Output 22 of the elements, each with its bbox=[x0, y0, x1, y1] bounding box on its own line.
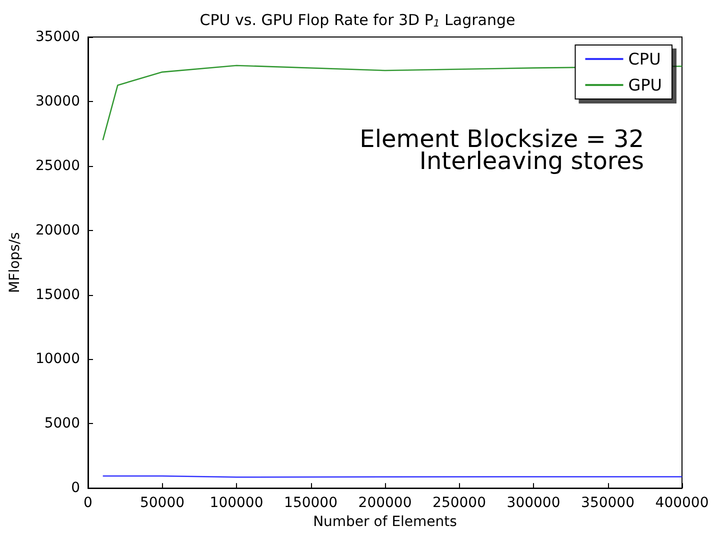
y-tick-label: 20000 bbox=[35, 222, 80, 238]
x-tick-label: 200000 bbox=[358, 495, 412, 512]
x-tick-label: 100000 bbox=[210, 495, 264, 512]
legend-label: CPU bbox=[628, 50, 661, 68]
x-tick-label: 50000 bbox=[140, 495, 185, 512]
y-tick-label: 25000 bbox=[35, 158, 80, 174]
x-tick-label: 400000 bbox=[655, 495, 709, 512]
y-tick-label: 15000 bbox=[35, 286, 80, 303]
x-axis-title: Number of Elements bbox=[313, 514, 457, 530]
x-tick-label: 0 bbox=[84, 495, 92, 512]
y-tick-label: 30000 bbox=[35, 93, 80, 110]
y-tick-label: 35000 bbox=[35, 29, 80, 45]
x-tick-label: 250000 bbox=[432, 495, 486, 512]
legend-label: GPU bbox=[628, 76, 662, 94]
x-tick-label: 150000 bbox=[284, 495, 338, 512]
y-tick-label: 10000 bbox=[35, 351, 80, 368]
x-tick-label: 350000 bbox=[581, 495, 634, 512]
y-tick-label: 5000 bbox=[44, 416, 80, 432]
y-tick-label: 0 bbox=[71, 480, 80, 496]
y-axis-title: MFlops/s bbox=[7, 232, 23, 293]
x-tick-label: 300000 bbox=[506, 495, 560, 512]
annotation: Interleaving stores bbox=[419, 147, 644, 175]
